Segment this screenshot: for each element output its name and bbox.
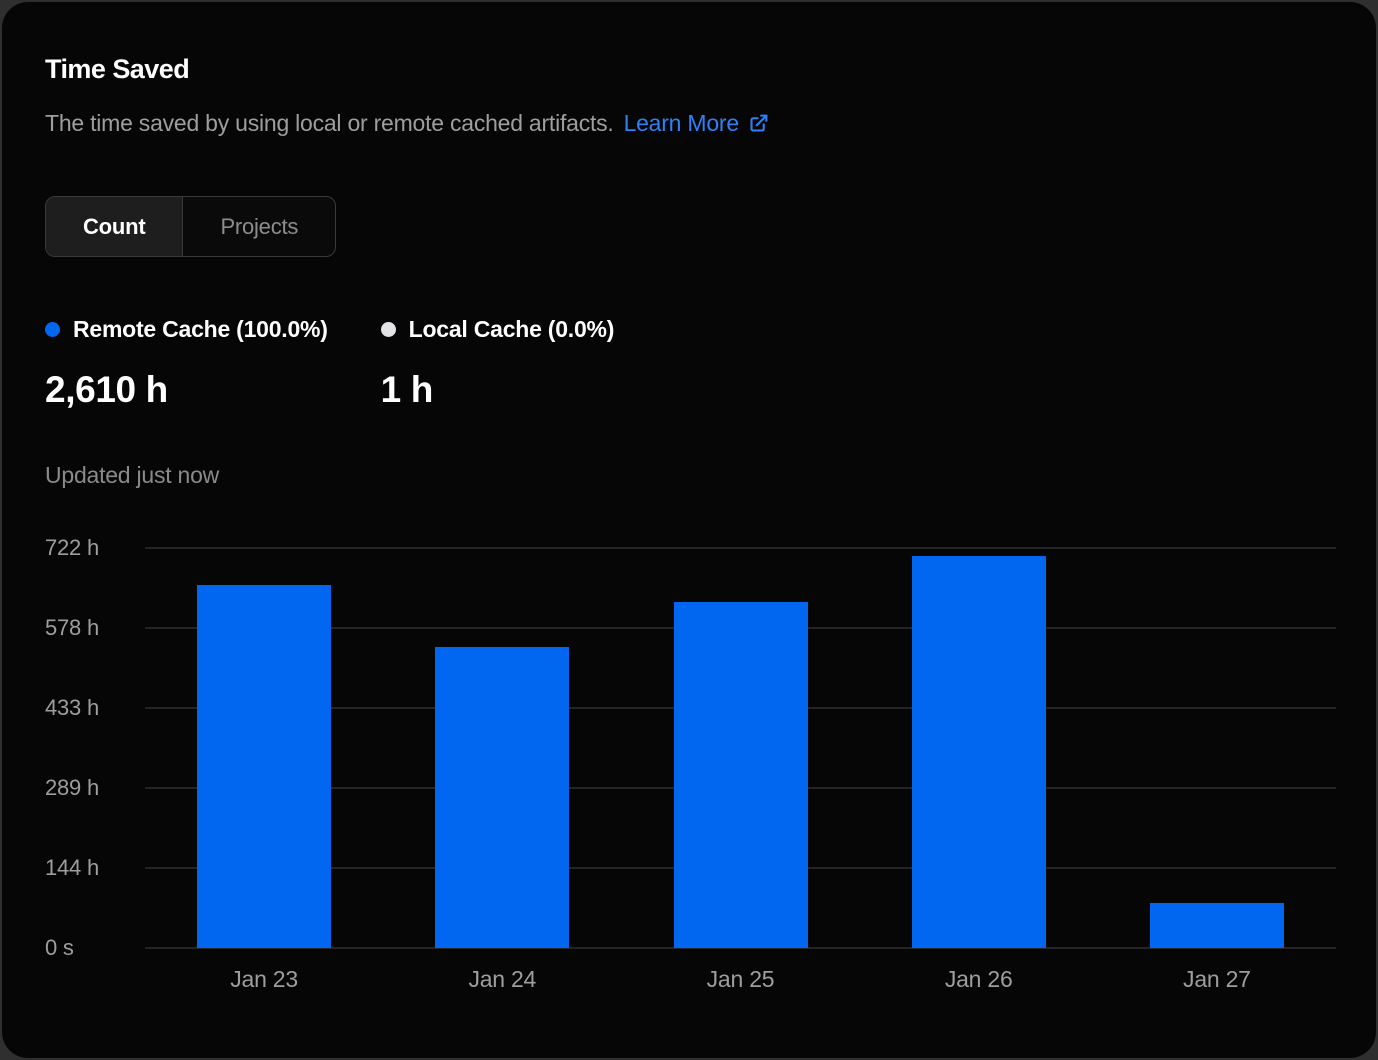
stat-value: 2,610 h: [45, 369, 168, 410]
updated-status: Updated just now: [45, 462, 220, 488]
bar-jan-25[interactable]: [673, 602, 808, 948]
page-title: Time Saved: [45, 54, 190, 84]
legend-label: Local Cache (0.0%): [408, 315, 615, 342]
legend-label: Remote Cache (100.0%): [73, 315, 328, 342]
bar-jan-23[interactable]: [197, 585, 332, 948]
y-axis-tick-label: 722 h: [45, 535, 99, 560]
legend-header: Local Cache (0.0%): [380, 314, 615, 344]
card-description: The time saved by using local or remote …: [45, 110, 769, 137]
external-link-icon: [748, 113, 769, 134]
stat-value: 1 h: [380, 369, 434, 410]
y-axis-tick-label: 289 h: [45, 775, 99, 800]
learn-more-link[interactable]: Learn More: [624, 110, 769, 137]
legend-header: Remote Cache (100.0%): [45, 314, 328, 344]
legend-dot-icon: [45, 321, 60, 337]
description-text: The time saved by using local or remote …: [45, 110, 614, 136]
y-axis-tick-label: 0 s: [45, 935, 74, 960]
legend-item: Remote Cache (100.0%) 2,610 h: [45, 314, 328, 411]
y-axis-tick-label: 578 h: [45, 615, 99, 640]
bar-jan-26[interactable]: [911, 556, 1046, 948]
grid-line: [145, 547, 1336, 549]
bar-jan-27[interactable]: [1149, 903, 1284, 948]
tab-projects[interactable]: Projects: [183, 197, 335, 256]
x-axis-tick-label: Jan 24: [468, 966, 537, 992]
grid-line: [145, 947, 1336, 949]
x-axis-tick-label: Jan 25: [706, 966, 775, 992]
x-axis-tick-label: Jan 26: [944, 966, 1013, 992]
y-axis-tick-label: 144 h: [45, 855, 99, 880]
tab-count[interactable]: Count: [46, 197, 184, 256]
learn-more-label: Learn More: [623, 110, 740, 136]
x-axis-tick-label: Jan 23: [230, 966, 298, 992]
legend: Remote Cache (100.0%) 2,610 h Local Cache …: [45, 314, 614, 411]
x-axis-tick-label: Jan 27: [1183, 966, 1251, 992]
y-axis-tick-label: 433 h: [45, 695, 99, 720]
view-toggle: Count Projects: [45, 196, 337, 257]
legend-item: Local Cache (0.0%) 1 h: [380, 314, 615, 411]
legend-dot-icon: [380, 321, 396, 337]
bar-jan-24[interactable]: [435, 647, 570, 948]
